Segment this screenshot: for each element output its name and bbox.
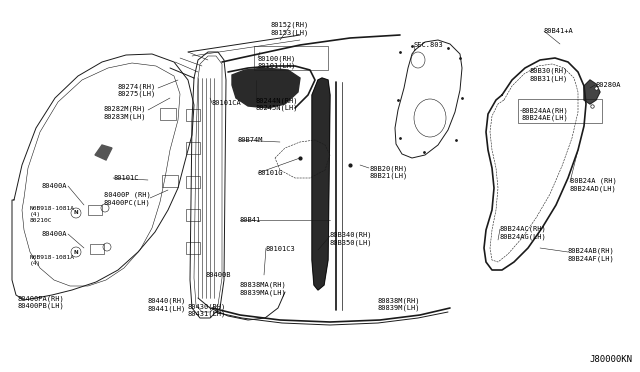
Text: N0B918-1081A
(4): N0B918-1081A (4): [30, 255, 75, 266]
Text: 80400PA(RH)
80400PB(LH): 80400PA(RH) 80400PB(LH): [18, 295, 65, 309]
Text: 80B41+A: 80B41+A: [544, 28, 573, 34]
Text: 80B30(RH)
80B31(LH): 80B30(RH) 80B31(LH): [530, 68, 568, 82]
Text: 80100(RH)
80101(LH): 80100(RH) 80101(LH): [258, 55, 296, 69]
Text: 80101CA: 80101CA: [212, 100, 242, 106]
Bar: [186, 142, 200, 154]
Text: 80101G: 80101G: [258, 170, 284, 176]
Text: 80282M(RH)
80283M(LH): 80282M(RH) 80283M(LH): [103, 106, 145, 120]
Polygon shape: [584, 80, 600, 104]
Bar: [160, 108, 176, 120]
Bar: [186, 109, 200, 121]
Text: 80430(RH)
80431(LH): 80430(RH) 80431(LH): [188, 303, 227, 317]
Text: 80152(RH)
80153(LH): 80152(RH) 80153(LH): [271, 22, 309, 36]
Text: 80B24AA(RH)
80B24AE(LH): 80B24AA(RH) 80B24AE(LH): [522, 107, 569, 121]
Polygon shape: [95, 145, 112, 160]
Text: 80400A: 80400A: [42, 231, 67, 237]
Text: 80101C3: 80101C3: [266, 246, 296, 252]
Text: 80274(RH)
80275(LH): 80274(RH) 80275(LH): [118, 83, 156, 97]
Polygon shape: [312, 78, 330, 290]
Text: J80000KN: J80000KN: [589, 355, 632, 364]
Text: 80244N(RH)
80245N(LH): 80244N(RH) 80245N(LH): [256, 97, 298, 111]
Text: 80400P (RH)
80400PC(LH): 80400P (RH) 80400PC(LH): [104, 192, 151, 206]
Polygon shape: [232, 68, 300, 108]
Text: 80B340(RH)
80B350(LH): 80B340(RH) 80B350(LH): [330, 232, 372, 246]
Text: 80838MA(RH)
80839MA(LH): 80838MA(RH) 80839MA(LH): [240, 282, 287, 296]
Bar: [162, 175, 178, 187]
Text: 80440(RH)
80441(LH): 80440(RH) 80441(LH): [147, 298, 185, 312]
Bar: [186, 209, 200, 221]
Text: 80101C: 80101C: [113, 175, 138, 181]
Bar: [186, 242, 200, 254]
Text: N: N: [74, 250, 78, 254]
Text: 80B20(RH)
80B21(LH): 80B20(RH) 80B21(LH): [369, 165, 407, 179]
Text: 80B41: 80B41: [240, 217, 261, 223]
Bar: [186, 176, 200, 188]
Text: 80B24A (RH)
80B24AD(LH): 80B24A (RH) 80B24AD(LH): [570, 178, 617, 192]
Text: SEC.803: SEC.803: [414, 42, 444, 48]
Text: 80400B: 80400B: [206, 272, 232, 278]
Text: 80838M(RH)
80839M(LH): 80838M(RH) 80839M(LH): [377, 297, 419, 311]
Text: 80B24AC(RH)
80B24AG(LH): 80B24AC(RH) 80B24AG(LH): [500, 226, 547, 240]
Text: 80B74M: 80B74M: [238, 137, 264, 143]
Text: 80280A: 80280A: [595, 82, 621, 88]
Bar: [90, 244, 104, 254]
Text: 80B24AB(RH)
80B24AF(LH): 80B24AB(RH) 80B24AF(LH): [568, 248, 615, 262]
Text: 80400A: 80400A: [42, 183, 67, 189]
Bar: [88, 205, 102, 215]
Text: N: N: [74, 211, 78, 215]
Text: N0B918-1081A
(4)
80210C: N0B918-1081A (4) 80210C: [30, 206, 75, 222]
